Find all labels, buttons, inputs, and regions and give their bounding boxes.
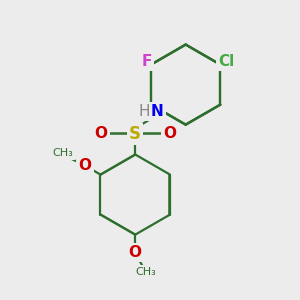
Text: CH₃: CH₃ bbox=[135, 267, 156, 277]
Text: S: S bbox=[129, 125, 141, 143]
Text: H: H bbox=[138, 104, 150, 119]
Text: CH₃: CH₃ bbox=[52, 148, 73, 158]
Text: O: O bbox=[94, 126, 107, 141]
Text: F: F bbox=[141, 54, 152, 69]
Text: O: O bbox=[163, 126, 176, 141]
Text: N: N bbox=[151, 104, 164, 119]
Text: O: O bbox=[78, 158, 92, 173]
Text: Cl: Cl bbox=[218, 54, 235, 69]
Text: O: O bbox=[129, 245, 142, 260]
